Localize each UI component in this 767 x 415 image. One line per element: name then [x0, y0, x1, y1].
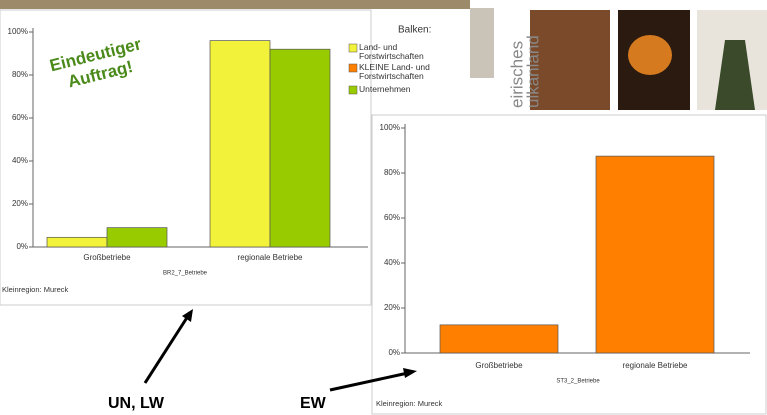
arrow — [143, 315, 190, 384]
bar — [269, 48, 331, 248]
legend-title: Balken: — [398, 25, 431, 36]
arrow-head — [182, 309, 193, 322]
y-tick-label: 100% — [8, 27, 28, 36]
arrow-head — [403, 368, 417, 378]
photo-caption: eirisches — [507, 41, 526, 108]
arrow — [329, 371, 409, 392]
y-tick-label: 0% — [388, 348, 400, 357]
bar — [439, 324, 559, 354]
bar — [209, 40, 271, 248]
photo-caption: ulkanland — [523, 35, 542, 108]
x-tick-label: regionale Betriebe — [238, 253, 303, 262]
x-axis-label: ST3_2_Betriebe — [556, 379, 600, 385]
photo — [530, 10, 610, 110]
photo-detail — [628, 35, 672, 75]
y-tick-label: 60% — [12, 113, 28, 122]
legend-label: Land- und Forstwirtschaften — [359, 42, 424, 61]
bar — [46, 236, 108, 248]
legend-swatch — [348, 63, 358, 73]
note: Kleinregion: Mureck — [376, 399, 443, 408]
y-tick-label: 80% — [12, 70, 28, 79]
photo-detail — [715, 40, 755, 110]
x-axis-label: BR2_7_Betriebe — [163, 271, 208, 277]
x-tick-label: regionale Betriebe — [623, 361, 688, 370]
legend-swatch — [348, 85, 358, 95]
x-tick-label: Großbetriebe — [83, 253, 131, 262]
legend-swatch — [348, 43, 358, 53]
y-tick-label: 100% — [380, 123, 400, 132]
callout: UN, LW — [108, 395, 165, 412]
callout: EW — [300, 395, 327, 412]
photo-strip — [0, 0, 470, 9]
bar — [595, 155, 715, 354]
photo — [470, 8, 494, 78]
bar — [106, 227, 168, 248]
y-tick-label: 40% — [384, 258, 400, 267]
y-tick-label: 80% — [384, 168, 400, 177]
y-tick-label: 40% — [12, 156, 28, 165]
y-tick-label: 20% — [12, 199, 28, 208]
y-tick-label: 0% — [16, 242, 28, 251]
y-tick-label: 60% — [384, 213, 400, 222]
legend-label: Unternehmen — [359, 84, 411, 94]
legend-label: KLEINE Land- und Forstwirtschaften — [359, 62, 430, 81]
note: Kleinregion: Mureck — [2, 285, 69, 294]
x-tick-label: Großbetriebe — [475, 361, 523, 370]
y-tick-label: 20% — [384, 303, 400, 312]
